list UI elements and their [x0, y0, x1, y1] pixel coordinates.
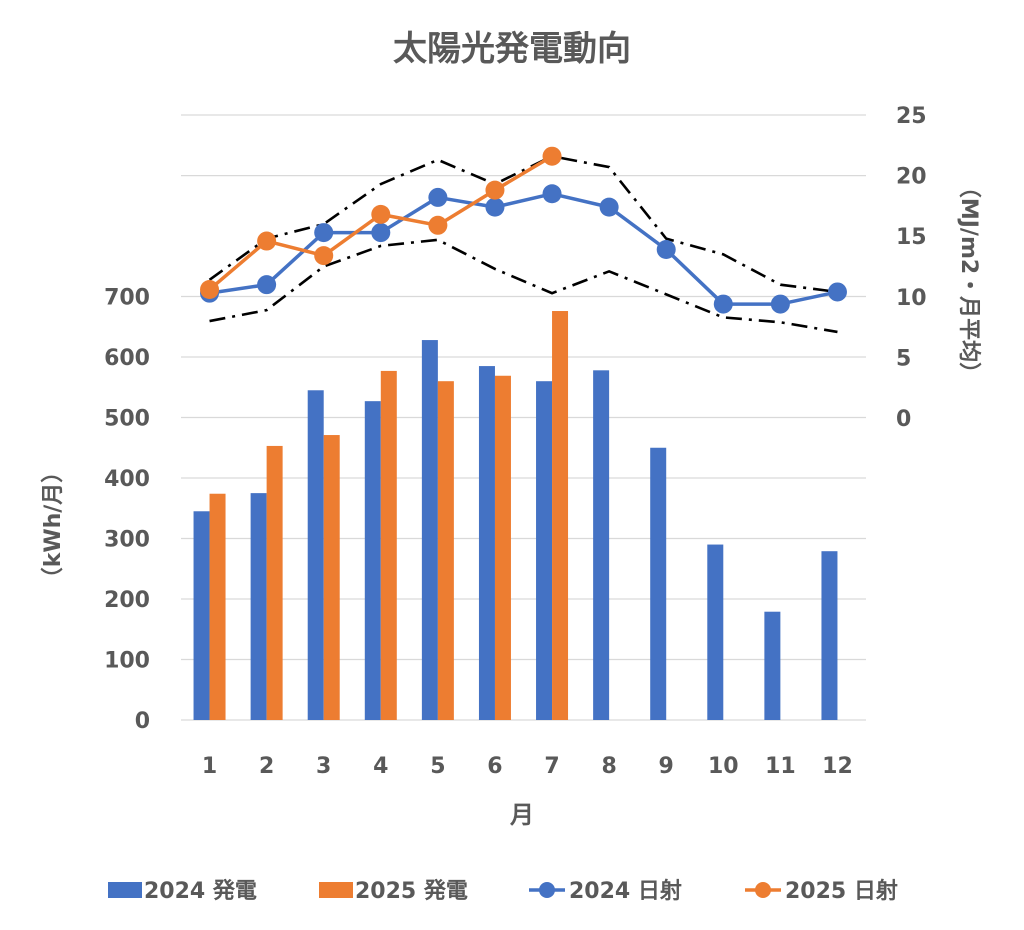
left-tick-label: 0 [135, 709, 150, 734]
x-tick-label: 10 [708, 754, 739, 779]
legend-label: 2025 発電 [355, 879, 468, 904]
point-2024 [770, 294, 790, 314]
x-tick-label: 1 [202, 754, 217, 779]
bar-2025 [209, 493, 226, 720]
bar-2025 [494, 375, 511, 720]
bar-2025 [437, 381, 454, 720]
legend-swatch [108, 882, 142, 898]
point-2025 [371, 204, 391, 224]
right-tick-label: 25 [896, 104, 927, 129]
right-axis-ticks: 0 5 10 15 20 25 [896, 104, 927, 432]
bar-2024 [478, 366, 495, 720]
left-tick-label: 100 [104, 649, 150, 674]
left-tick-label: 300 [104, 528, 150, 553]
bar-2024 [250, 493, 267, 720]
bar-2024 [364, 401, 381, 720]
bar-series [193, 311, 838, 720]
bar-2024 [764, 611, 781, 720]
point-2025 [257, 231, 277, 251]
left-tick-label: 500 [104, 407, 150, 432]
x-axis-title: 月 [509, 801, 534, 829]
line-2024 [209, 192, 838, 306]
bar-2025 [552, 311, 569, 720]
bar-2024 [307, 390, 324, 720]
bar-2024 [707, 544, 724, 720]
bar-2024 [821, 551, 838, 720]
point-2025 [428, 215, 448, 235]
bar-2025 [380, 370, 397, 720]
point-2025 [485, 180, 505, 200]
bar-2024 [536, 381, 553, 720]
left-tick-label: 400 [104, 467, 150, 492]
legend-label: 2025 日射 [785, 878, 898, 904]
left-axis-title: （kWh/月） [41, 461, 66, 590]
left-axis-ticks: 0 100 200 300 400 500 600 700 [104, 286, 150, 735]
right-tick-label: 15 [896, 225, 927, 250]
right-axis-title: （MJ/m2・月平均） [956, 176, 982, 384]
range-lines [208, 154, 838, 334]
point-2024 [314, 223, 334, 243]
left-tick-label: 600 [104, 346, 150, 371]
range-upper-line [208, 154, 838, 294]
point-2024 [428, 187, 448, 207]
point-2024 [371, 223, 391, 243]
legend-swatch-marker [755, 882, 771, 898]
legend-label: 2024 日射 [569, 878, 682, 904]
x-tick-label: 9 [659, 754, 674, 779]
legend-label: 2024 発電 [144, 879, 257, 904]
bar-2024 [421, 340, 438, 720]
right-tick-label: 0 [896, 407, 911, 432]
point-2025 [314, 246, 334, 266]
x-tick-label: 12 [822, 754, 853, 779]
point-2025 [542, 146, 562, 166]
x-tick-label: 5 [430, 754, 445, 779]
bar-2024 [650, 447, 667, 720]
point-2024 [257, 275, 277, 295]
left-tick-label: 700 [104, 286, 150, 311]
right-tick-label: 20 [896, 165, 927, 190]
legend-swatch-marker [539, 882, 555, 898]
bar-2025 [323, 435, 340, 720]
x-tick-label: 3 [316, 754, 331, 779]
right-tick-label: 5 [896, 346, 911, 371]
x-tick-label: 2 [259, 754, 274, 779]
point-2024 [656, 240, 676, 260]
x-tick-label: 6 [487, 754, 502, 779]
gridlines [181, 114, 866, 721]
point-2025 [200, 280, 220, 300]
x-tick-label: 7 [544, 754, 559, 779]
bar-2024 [593, 370, 610, 720]
point-2024 [599, 197, 619, 217]
x-axis-ticks: 1 2 3 4 5 6 7 8 9 10 11 12 [202, 754, 853, 779]
range-lower-line [209, 238, 838, 334]
x-tick-label: 11 [765, 754, 796, 779]
line-series [200, 146, 847, 314]
legend: 2024 発電 2025 発電 2024 日射 2025 日射 [108, 878, 898, 904]
point-2024 [713, 294, 733, 314]
bar-2025 [266, 445, 283, 720]
left-tick-label: 200 [104, 588, 150, 613]
x-tick-label: 4 [373, 754, 388, 779]
point-2024 [827, 282, 847, 302]
point-2024 [542, 184, 562, 204]
chart-title: 太陽光発電動向 [393, 29, 631, 69]
right-tick-label: 10 [896, 286, 927, 311]
legend-swatch [319, 882, 353, 898]
bar-2024 [193, 511, 210, 720]
x-tick-label: 8 [601, 754, 616, 779]
point-2024 [485, 197, 505, 217]
